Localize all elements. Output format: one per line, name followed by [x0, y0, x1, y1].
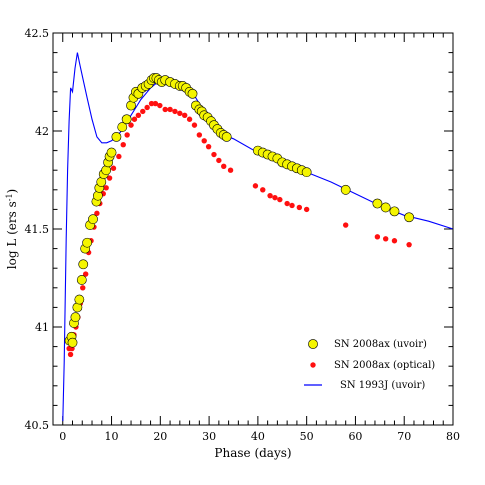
x-tick-label: 20 [153, 430, 167, 443]
optical-point [267, 192, 273, 199]
y-tick-label: 41.5 [25, 223, 50, 236]
optical-point [182, 112, 188, 119]
optical-point [120, 142, 126, 148]
optical-point [201, 138, 207, 144]
optical-point [260, 187, 266, 193]
x-tick-label: 30 [202, 430, 216, 443]
legend-marker-optical [310, 362, 316, 368]
optical-point [252, 183, 259, 189]
optical-point [342, 222, 349, 228]
optical-point [124, 132, 130, 138]
optical-point [140, 108, 146, 115]
optical-point [284, 200, 290, 207]
optical-point [167, 106, 173, 113]
optical-point [110, 165, 117, 171]
uvoir-point [111, 131, 122, 142]
optical-point [406, 241, 412, 248]
optical-point [135, 112, 142, 119]
series-sn2008ax-uvoir [64, 73, 414, 348]
optical-point [106, 175, 113, 181]
optical-point [374, 234, 381, 240]
y-axis-title-sup: -1 [5, 193, 14, 201]
optical-point [205, 143, 212, 150]
optical-point [211, 151, 217, 158]
y-axis-title-tail: ) [5, 189, 19, 194]
series-sn1993j [62, 52, 454, 422]
optical-point [148, 100, 155, 107]
uvoir-point [67, 337, 78, 348]
optical-point [116, 153, 122, 160]
x-tick-label: 50 [300, 430, 314, 443]
optical-point [152, 100, 159, 107]
optical-point [216, 157, 222, 164]
uvoir-point [117, 122, 128, 132]
optical-point [303, 206, 310, 213]
legend-label-uvoir: SN 2008ax (uvoir) [334, 339, 427, 350]
x-tick-label: 40 [251, 430, 265, 443]
optical-point [391, 238, 398, 244]
optical-point [103, 185, 109, 191]
uvoir-point [340, 184, 351, 195]
optical-point [196, 132, 203, 138]
optical-point [162, 106, 168, 113]
legend: SN 2008ax (uvoir) SN 2008ax (optical) SN… [304, 339, 435, 391]
optical-point [272, 194, 278, 201]
x-tick-label: 10 [105, 430, 119, 443]
optical-point [191, 122, 198, 128]
uvoir-point [74, 294, 85, 305]
optical-point [94, 210, 100, 217]
uvoir-point [380, 202, 391, 213]
optical-point [227, 167, 234, 173]
uvoir-point [78, 259, 89, 270]
optical-point [128, 122, 134, 128]
y-axis-title: log L (ers s-1) [5, 189, 20, 269]
x-tick-labels: 0 10 20 30 40 50 60 70 80 [59, 430, 460, 443]
uvoir-point [389, 206, 400, 217]
sn1993j-curve [62, 52, 454, 422]
uvoir-point [76, 275, 87, 285]
uvoir-point [301, 167, 312, 178]
y-tick-label: 41 [35, 321, 49, 334]
x-tick-label: 70 [397, 430, 411, 443]
y-tick-label: 40.5 [25, 419, 50, 432]
optical-point [82, 271, 89, 277]
legend-label-optical: SN 2008ax (optical) [334, 360, 435, 371]
uvoir-point [106, 147, 117, 158]
optical-point [157, 102, 163, 109]
x-tick-label: 0 [59, 430, 66, 443]
y-axis-title-main: log L (ers s [5, 201, 19, 269]
optical-point [186, 116, 193, 122]
optical-point [289, 202, 295, 209]
optical-point [67, 351, 74, 358]
uvoir-point [372, 198, 383, 209]
uvoir-point [221, 131, 232, 142]
optical-point [382, 236, 389, 242]
y-tick-label: 42.5 [25, 27, 50, 40]
uvoir-point [404, 212, 414, 223]
optical-point [172, 108, 178, 115]
uvoir-point [88, 214, 98, 225]
optical-point [296, 204, 303, 211]
x-axis-title: Phase (days) [214, 446, 291, 460]
uvoir-point [70, 312, 81, 323]
optical-point [131, 116, 138, 122]
uvoir-point [187, 88, 198, 99]
x-tick-label: 80 [446, 430, 460, 443]
optical-point [221, 163, 227, 169]
y-tick-labels: 40.5 41 41.5 42 42.5 [25, 27, 50, 432]
uvoir-point [121, 114, 132, 125]
legend-label-sn1993j: SN 1993J (uvoir) [340, 380, 425, 391]
plot-frame [52, 32, 454, 426]
x-tick-label: 60 [348, 430, 362, 443]
y-tick-label: 42 [35, 125, 49, 138]
uvoir-point [82, 237, 93, 248]
legend-marker-uvoir [308, 339, 318, 349]
optical-point [144, 104, 150, 111]
optical-point [277, 196, 283, 203]
optical-point [177, 110, 183, 117]
optical-point [80, 285, 86, 291]
